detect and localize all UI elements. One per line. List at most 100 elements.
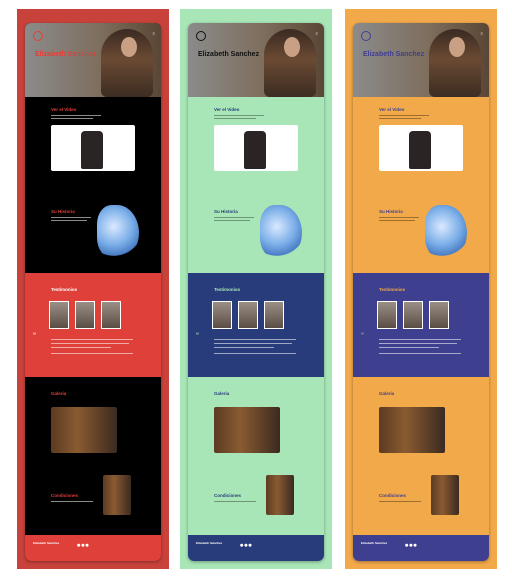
testimonials-title: Testimonios [51,287,78,292]
gallery-title: Galeria [214,391,230,396]
conditions-title: Condiciones [214,493,242,498]
hero-banner: ≡ Elizabeth Sanchez [25,23,161,97]
conditions-section: Condiciones [25,469,161,539]
footer: Elizabeth Sanchez ⬤ ⬤ ⬤ [25,535,161,561]
quote-icon: “ [361,333,364,339]
video-desc-line [214,115,264,116]
conditions-section: Condiciones [353,469,489,539]
video-section: Ver el Video [188,97,324,181]
testimonials-title: Testimonios [379,287,406,292]
testimonial-text-line [214,339,296,340]
video-desc-line [51,115,101,116]
history-section: Su Historia [25,181,161,273]
testimonial-photo[interactable] [377,301,397,329]
video-desc-line [379,118,421,119]
video-desc-line [51,118,93,119]
testimonial-text-line [51,353,133,354]
gallery-title: Galeria [379,391,395,396]
testimonials-section: Testimonios “ [25,273,161,377]
video-section: Ver el Video [353,97,489,181]
video-thumbnail[interactable] [51,125,135,171]
conditions-desc-line [214,501,256,502]
video-person [244,131,266,169]
watercolor-illustration [260,205,302,259]
testimonial-text-line [214,343,292,344]
hero-name: Elizabeth Sanchez [363,51,425,58]
logo-icon [196,31,206,41]
hero-banner: ≡ Elizabeth Sanchez [353,23,489,97]
testimonial-photo[interactable] [75,301,95,329]
hero-face [121,37,137,57]
testimonial-text-line [51,347,111,348]
footer-social[interactable]: ⬤ ⬤ ⬤ [77,543,89,547]
quote-icon: “ [33,333,36,339]
hero-face [449,37,465,57]
gallery-image[interactable] [379,407,445,453]
video-title: Ver el Video [214,107,240,112]
hero-name: Elizabeth Sanchez [198,51,260,58]
conditions-image[interactable] [103,475,131,515]
phone-frame-orange: ≡ Elizabeth Sanchez Ver el Video Su Hist… [353,23,489,561]
gallery-image[interactable] [51,407,117,453]
testimonials-section: Testimonios “ [353,273,489,377]
history-section: Su Historia [353,181,489,273]
testimonial-photo[interactable] [429,301,449,329]
menu-icon[interactable]: ≡ [315,31,318,36]
conditions-title: Condiciones [51,493,79,498]
testimonial-text-line [51,339,133,340]
testimonial-photo[interactable] [403,301,423,329]
watercolor-illustration [97,205,139,259]
testimonial-photo[interactable] [49,301,69,329]
hero-name: Elizabeth Sanchez [35,51,97,58]
footer-social[interactable]: ⬤ ⬤ ⬤ [240,543,252,547]
footer-name: Elizabeth Sanchez [361,541,388,545]
video-person [81,131,103,169]
video-title: Ver el Video [379,107,405,112]
history-desc-line [379,220,415,221]
testimonial-text-line [51,343,129,344]
video-person [409,131,431,169]
testimonial-photo[interactable] [238,301,258,329]
footer-name: Elizabeth Sanchez [33,541,60,545]
conditions-section: Condiciones [188,469,324,539]
phone-frame-green: ≡ Elizabeth Sanchez Ver el Video Su Hist… [188,23,324,561]
testimonial-photo[interactable] [264,301,284,329]
testimonial-photo[interactable] [101,301,121,329]
conditions-desc-line [379,501,421,502]
video-title: Ver el Video [51,107,77,112]
footer: Elizabeth Sanchez ⬤ ⬤ ⬤ [353,535,489,561]
history-title: Su Historia [51,209,75,214]
menu-icon[interactable]: ≡ [152,31,155,36]
history-title: Su Historia [379,209,403,214]
video-thumbnail[interactable] [214,125,298,171]
video-section: Ver el Video [25,97,161,181]
gallery-section: Galeria [25,377,161,469]
conditions-image[interactable] [431,475,459,515]
conditions-desc-line [51,501,93,502]
history-title: Su Historia [214,209,238,214]
conditions-title: Condiciones [379,493,407,498]
quote-icon: “ [196,333,199,339]
variant-orange: ≡ Elizabeth Sanchez Ver el Video Su Hist… [345,9,497,569]
testimonial-text-line [379,339,461,340]
conditions-image[interactable] [266,475,294,515]
testimonial-text-line [379,347,439,348]
gallery-section: Galeria [353,377,489,469]
video-desc-line [214,118,256,119]
gallery-image[interactable] [214,407,280,453]
variant-green: ≡ Elizabeth Sanchez Ver el Video Su Hist… [180,9,332,569]
testimonial-photo[interactable] [212,301,232,329]
footer-social[interactable]: ⬤ ⬤ ⬤ [405,543,417,547]
history-desc-line [51,220,87,221]
hero-banner: ≡ Elizabeth Sanchez [188,23,324,97]
phone-frame-red: ≡ Elizabeth Sanchez Ver el Video Su Hist… [25,23,161,561]
hero-face [284,37,300,57]
history-section: Su Historia [188,181,324,273]
history-desc-line [214,220,250,221]
gallery-title: Galeria [51,391,67,396]
history-desc-line [379,217,419,218]
video-thumbnail[interactable] [379,125,463,171]
testimonial-text-line [214,353,296,354]
logo-icon [361,31,371,41]
menu-icon[interactable]: ≡ [480,31,483,36]
